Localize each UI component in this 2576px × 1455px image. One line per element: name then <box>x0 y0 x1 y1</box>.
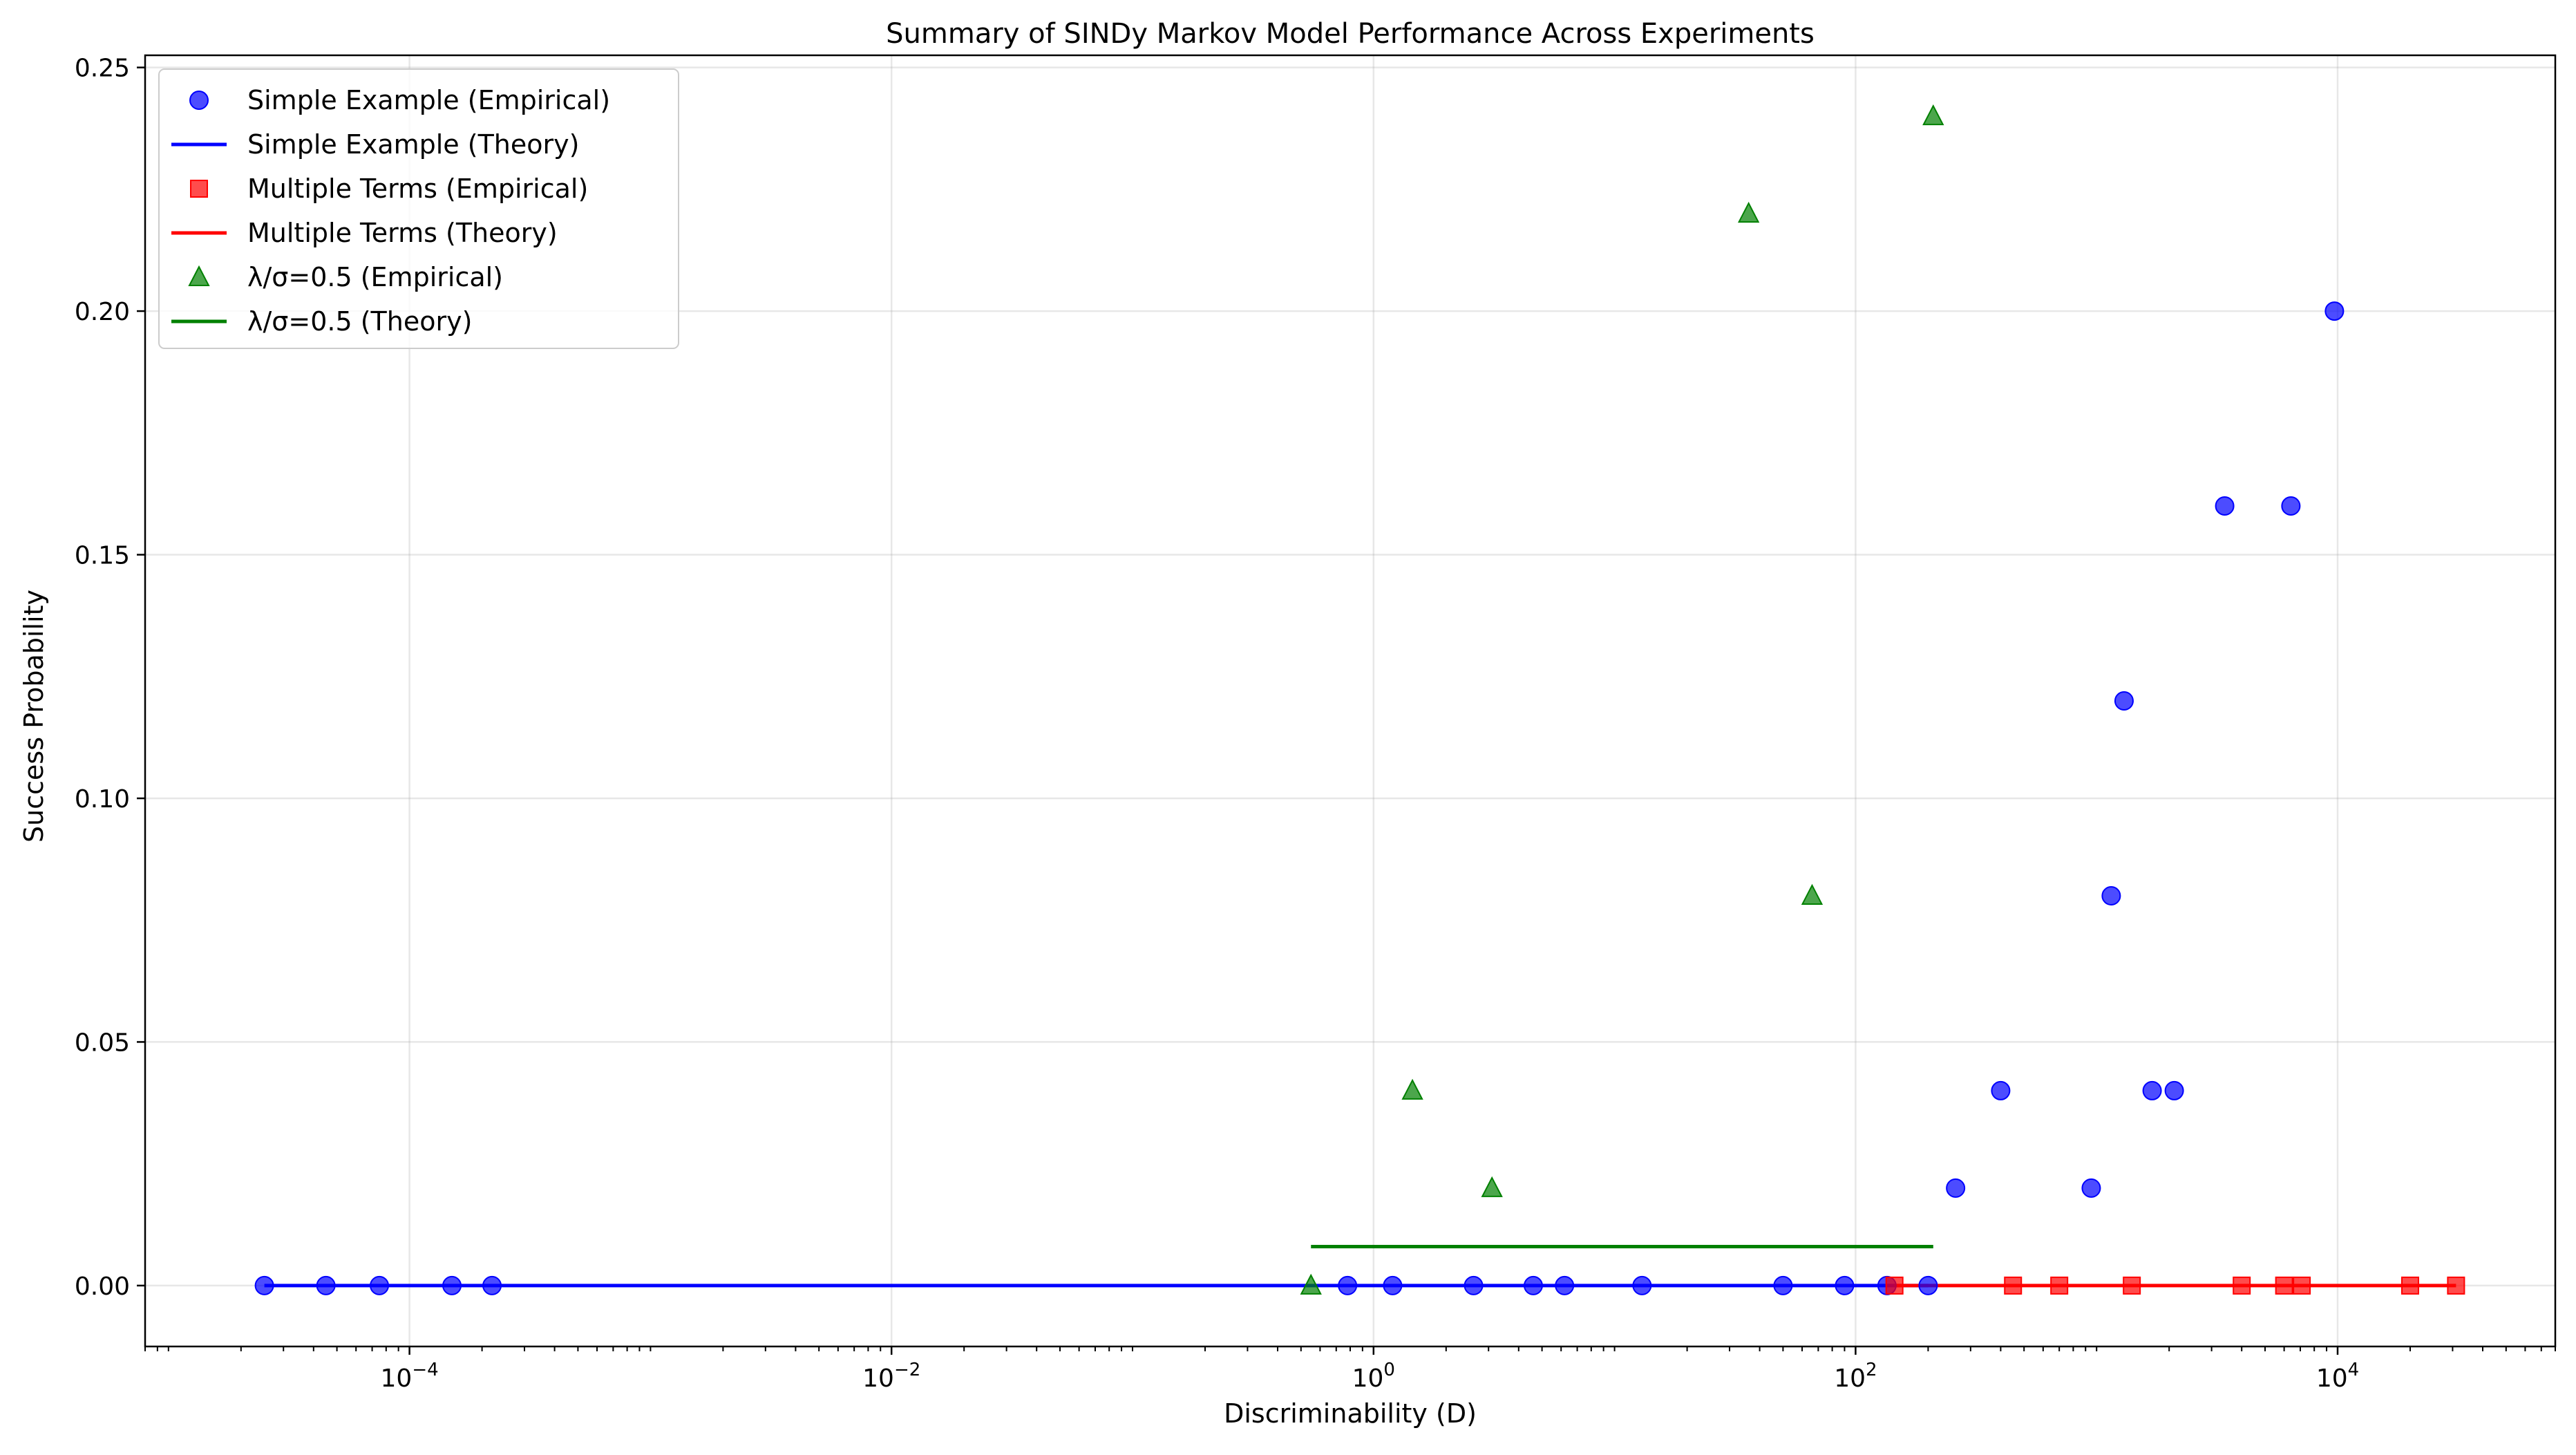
data-point-circle <box>1464 1275 1484 1295</box>
x-tick-label: 10−4 <box>381 1360 439 1393</box>
data-point-circle <box>1383 1275 1403 1295</box>
x-tick-base: 10 <box>2316 1364 2348 1393</box>
plot-series <box>254 104 2465 1295</box>
x-tick-exponent: 0 <box>1383 1360 1395 1380</box>
data-point-circle <box>2081 1178 2101 1198</box>
data-point-circle <box>2281 496 2301 516</box>
data-point-square <box>2123 1276 2141 1295</box>
data-point-triangle <box>1737 201 1760 223</box>
x-tick-label: 100 <box>1352 1360 1395 1393</box>
data-point-circle <box>2142 1080 2162 1100</box>
y-tick-label: 0.20 <box>75 298 130 326</box>
x-tick-exponent: −2 <box>894 1360 920 1380</box>
data-point-circle <box>1632 1275 1652 1295</box>
x-axis-label: Discriminability (D) <box>1224 1398 1477 1429</box>
data-point-square <box>1885 1276 1904 1295</box>
data-point-square <box>2293 1276 2311 1295</box>
data-point-circle <box>2101 885 2121 905</box>
data-point-square <box>2233 1276 2251 1295</box>
grid <box>145 55 2555 1346</box>
data-point-circle <box>316 1275 336 1295</box>
data-point-square <box>2004 1276 2023 1295</box>
data-point-circle <box>2164 1080 2184 1100</box>
legend-label: Multiple Terms (Empirical) <box>247 173 588 204</box>
data-point-circle <box>442 1275 462 1295</box>
y-tick-label: 0.05 <box>75 1029 130 1057</box>
data-point-circle <box>482 1275 502 1295</box>
data-point-circle <box>1991 1080 2011 1100</box>
legend-label: Simple Example (Empirical) <box>247 85 610 115</box>
x-tick-label: 102 <box>1834 1360 1877 1393</box>
data-point-triangle <box>1481 1176 1503 1197</box>
data-point-square <box>2275 1276 2293 1295</box>
x-tick-exponent: 4 <box>2348 1360 2360 1380</box>
data-point-triangle <box>1801 883 1824 905</box>
y-tick-label: 0.25 <box>75 55 130 83</box>
data-point-triangle <box>1922 104 1944 126</box>
legend-label: Multiple Terms (Theory) <box>247 218 558 248</box>
data-point-circle <box>1946 1178 1966 1198</box>
x-tick-label: 10−2 <box>862 1360 920 1393</box>
x-tick-label: 104 <box>2316 1360 2359 1393</box>
data-point-circle <box>1835 1275 1855 1295</box>
data-point-circle <box>370 1275 390 1295</box>
data-point-square <box>2401 1276 2420 1295</box>
data-point-circle <box>254 1275 274 1295</box>
x-tick-base: 10 <box>1834 1364 1866 1393</box>
x-tick-exponent: −4 <box>412 1360 438 1380</box>
data-point-triangle <box>1300 1273 1322 1295</box>
legend-box <box>158 68 679 349</box>
data-point-triangle <box>1401 1078 1423 1100</box>
data-point-circle <box>1338 1275 1358 1295</box>
data-point-triangle <box>188 265 210 286</box>
data-point-circle <box>1555 1275 1575 1295</box>
y-tick-label: 0.10 <box>75 785 130 814</box>
x-tick-base: 10 <box>1352 1364 1384 1393</box>
data-point-square <box>2050 1276 2069 1295</box>
chart-title: Summary of SINDy Markov Model Performanc… <box>886 18 1815 50</box>
legend: Simple Example (Empirical) Simple Example… <box>158 68 679 349</box>
data-point-circle <box>2114 691 2134 711</box>
data-point-square <box>2447 1276 2465 1295</box>
x-tick-base: 10 <box>381 1364 413 1393</box>
x-tick-base: 10 <box>862 1364 894 1393</box>
data-point-square <box>190 180 208 198</box>
x-tick-exponent: 2 <box>1866 1360 1877 1380</box>
data-point-circle <box>189 91 209 110</box>
data-point-circle <box>2215 496 2235 516</box>
legend-label: Simple Example (Theory) <box>247 129 579 160</box>
y-axis-label: Success Probability <box>19 590 49 843</box>
data-point-circle <box>2324 301 2345 321</box>
y-tick-label: 0.00 <box>75 1273 130 1301</box>
data-point-circle <box>1523 1275 1543 1295</box>
y-tick-label: 0.15 <box>75 542 130 570</box>
legend-label: λ/σ=0.5 (Theory) <box>247 306 472 337</box>
legend-label: λ/σ=0.5 (Empirical) <box>247 262 503 292</box>
data-point-circle <box>1773 1275 1793 1295</box>
data-point-circle <box>1918 1275 1938 1295</box>
